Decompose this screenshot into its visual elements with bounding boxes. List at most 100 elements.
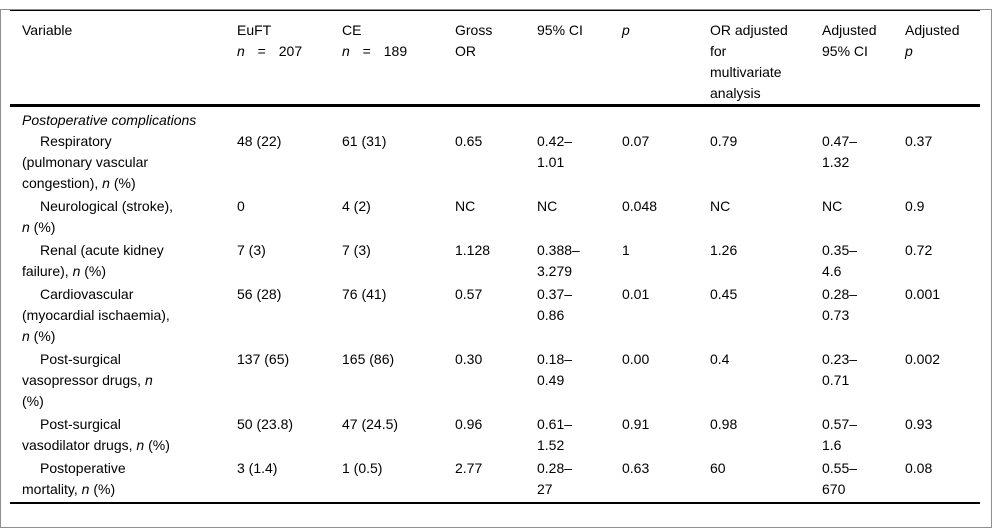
value-cell: 47 (24.5) [342,416,399,432]
variable-label-line: (pulmonary vascular [22,152,231,173]
value-cell: 0.388–​3.279 [537,242,580,279]
value-cell: 0.08 [905,460,933,476]
variable-label-line: mortality, n (%) [22,479,231,500]
value-cell: 7 (3) [237,242,266,258]
column-header-ci-95: 95% CI [537,10,622,106]
text: OR [455,43,476,59]
table-row: Neurological (stroke), n (%) 0 4 (2) NC NC 0.0… [10,196,980,240]
value-cell: 0.37 [905,133,933,149]
header-line: OR adjusted [710,20,816,41]
header-line: Variable [22,20,231,41]
text: for [710,43,727,59]
italic-text: n [72,263,81,279]
italic-text: n [22,328,30,344]
value-cell: 3 (1.4) [237,460,278,476]
value-cell: 4 (2) [342,198,371,214]
value-cell: 0.72 [905,242,933,258]
value-cell: 0.9 [905,198,925,214]
value-cell: 0.91 [622,416,650,432]
variable-cell: Cardiovascular (myocardial ischaemia), n (… [10,284,237,349]
section-header: Postoperative complications [10,106,980,132]
text: = 189 [349,43,408,59]
column-header-p-value: p [622,10,710,106]
results-table: Variable EuFT n = 207 CE n = 189 Gross OR 95% C… [10,9,980,504]
table-row: Respiratory (pulmonary vascular congestion… [10,131,980,196]
variable-label-line: Renal (acute kidney [22,240,231,261]
text: (pulmonary vascular [22,154,149,170]
text: congestion), [22,175,103,191]
value-cell: 0.63 [622,460,650,476]
header-line: p [622,20,704,41]
value-cell: 0.35–​4.6 [822,242,858,279]
variable-label-line: Post-surgical [22,349,231,370]
value-cell: 0.07 [622,133,650,149]
value-cell: 0.57 [455,286,483,302]
value-cell: NC [710,198,731,214]
table-row: Post-surgical vasopressor drugs, n (%) 137 … [10,349,980,414]
text: Gross [455,22,493,38]
header-line: Adjusted [905,20,974,41]
italic-text: p [622,22,630,38]
italic-text: n [22,219,30,235]
italic-text: n [102,175,110,191]
value-cell: 0.01 [622,286,650,302]
header-line: Gross [455,20,531,41]
header-line: analysis [710,83,816,104]
text: Cardiovascular [40,286,134,302]
value-cell: 50 (23.8) [237,416,294,432]
variable-label-line: congestion), n (%) [22,173,231,194]
text: vasopressor drugs, [22,372,145,388]
value-cell: 0.79 [710,133,738,149]
variable-label-line: vasopressor drugs, n [22,370,231,391]
value-cell: 0.61–​1.52 [537,416,573,453]
table-row: Postoperative mortality, n (%) 3 (1.4) 1 (0… [10,458,980,503]
variable-label-line: n (%) [22,217,231,238]
text: analysis [710,85,761,101]
value-cell: 0.47–​1.32 [822,133,858,170]
text: OR adjusted [710,22,788,38]
text: Post-surgical [40,416,121,432]
value-cell: 56 (28) [237,286,282,302]
text: (myocardial ischaemia), [22,307,170,323]
header-line: 95% CI [537,20,616,41]
value-cell: 0.28–​27 [537,460,573,497]
table-row: Cardiovascular (myocardial ischaemia), n (… [10,284,980,349]
variable-label-line: (%) [22,391,231,412]
value-cell: 0.002 [905,351,941,367]
column-header-adjusted-or: OR adjusted for multivariate analysis [710,10,822,106]
text: = 207 [244,43,303,59]
value-cell: 1 (0.5) [342,460,383,476]
value-cell: 0.98 [710,416,738,432]
table-header: Variable EuFT n = 207 CE n = 189 Gross OR 95% C… [10,10,980,106]
italic-text: n [237,43,245,59]
column-header-variable: Variable [10,10,237,106]
header-line: n = 189 [342,41,449,62]
value-cell: 165 (86) [342,351,395,367]
value-cell: 0.001 [905,286,941,302]
text: (%) [22,393,44,409]
text: multivariate [710,64,782,80]
text: vasodilator drugs, [22,437,137,453]
value-cell: 1.26 [710,242,738,258]
variable-label-line: Post-surgical [22,414,231,435]
value-cell: 1.128 [455,242,491,258]
section-row: Postoperative complications [10,106,980,132]
variable-cell: Neurological (stroke), n (%) [10,196,237,240]
value-cell: NC [822,198,843,214]
italic-text: n [81,481,90,497]
value-cell: 1 [622,242,630,258]
value-cell: 0.93 [905,416,933,432]
column-header-gross-or: Gross OR [455,10,537,106]
italic-text: n [136,437,145,453]
value-cell: 0.42–​1.01 [537,133,573,170]
table-body: Postoperative complications Respiratory (p… [10,106,980,504]
variable-label-line: vasodilator drugs, n (%) [22,435,231,456]
value-cell: 60 [710,460,726,476]
value-cell: 137 (65) [237,351,290,367]
variable-cell: Respiratory (pulmonary vascular congestion… [10,131,237,196]
text: (%) [144,437,170,453]
variable-label-line: failure), n (%) [22,261,231,282]
variable-cell: Post-surgical vasodilator drugs, n (%) [10,414,237,458]
text: (%) [29,328,56,344]
variable-cell: Postoperative mortality, n (%) [10,458,237,503]
